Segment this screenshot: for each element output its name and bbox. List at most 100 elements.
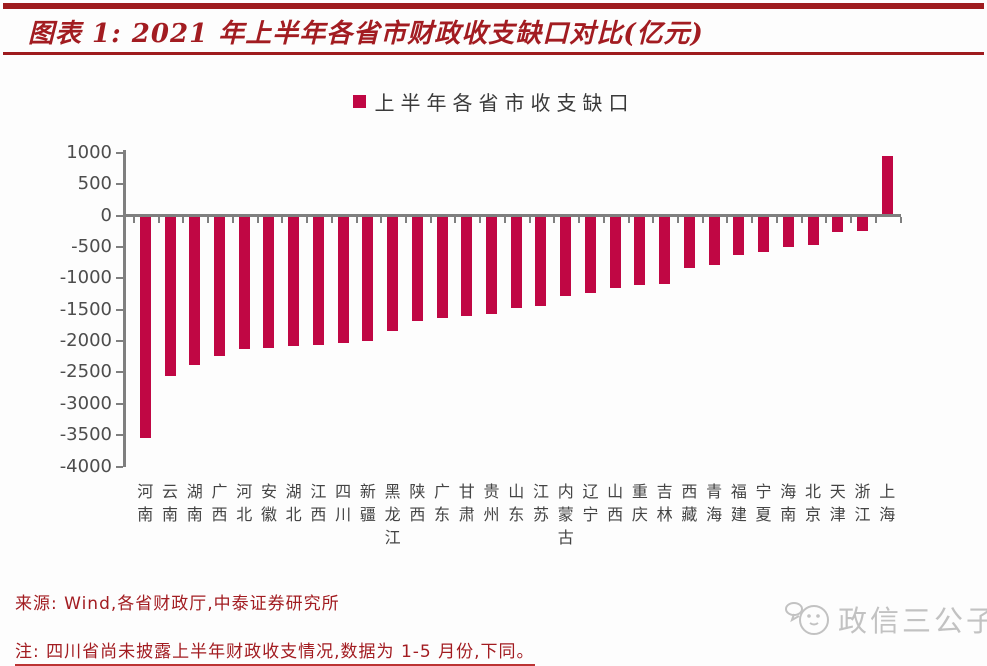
x-tick-label: 山西 [604, 483, 624, 529]
y-tick-label: -3000 [59, 392, 112, 414]
x-tick-label: 河北 [233, 483, 253, 529]
x-tick [454, 217, 457, 224]
y-tick-label: -1500 [59, 298, 112, 320]
watermark: 政信三公子 [784, 596, 987, 642]
x-tick [652, 217, 655, 224]
y-tick [116, 402, 123, 405]
x-tick [553, 217, 556, 224]
plot-bar [683, 217, 695, 268]
x-tick-label: 重庆 [628, 483, 648, 529]
x-tick [404, 217, 407, 224]
x-tick-label: 山东 [505, 483, 525, 529]
x-tick-label: 贵州 [480, 483, 500, 529]
x-tick-label: 广东 [431, 483, 451, 529]
x-tick [479, 217, 482, 224]
x-tick [899, 217, 902, 224]
x-tick-label: 辽宁 [579, 483, 599, 529]
x-tick [281, 217, 284, 224]
chart-title: 图表 1: 2021 年上半年各省市财政收支缺口对比(亿元) [28, 19, 704, 49]
plot-bar [535, 217, 547, 307]
x-tick [503, 217, 506, 224]
legend-marker-icon [352, 95, 366, 108]
y-tick-label: -3500 [59, 424, 112, 446]
x-tick-label: 湖北 [282, 483, 302, 529]
legend: 上半年各省市收支缺口 [0, 87, 987, 116]
x-tick [528, 217, 531, 224]
plot-bar [139, 217, 151, 438]
plot-bar [288, 217, 300, 346]
plot-bar [337, 217, 349, 343]
x-tick-label: 安徽 [257, 483, 277, 529]
x-tick [701, 217, 704, 224]
plot-bar [312, 217, 324, 346]
x-tick [775, 217, 778, 224]
x-tick-label: 上海 [876, 483, 896, 529]
x-tick-label: 江苏 [529, 483, 549, 529]
plot-bar [881, 155, 893, 215]
x-tick [306, 217, 309, 224]
plot-bar [584, 217, 596, 294]
x-tick [355, 217, 358, 224]
plot-bar [213, 217, 225, 357]
x-tick-label: 甘肃 [455, 483, 475, 529]
x-tick [825, 217, 828, 224]
y-tick-label: -1000 [59, 267, 112, 289]
x-tick-label: 宁夏 [752, 483, 772, 529]
plot-bar [164, 217, 176, 376]
x-tick-label: 西藏 [678, 483, 698, 529]
y-tick-label: -4000 [59, 455, 112, 477]
x-tick-label: 云南 [159, 483, 179, 529]
x-tick-label: 浙江 [851, 483, 871, 529]
y-tick [116, 371, 123, 374]
legend-label: 上半年各省市收支缺口 [374, 91, 635, 115]
y-tick-label: 1000 [66, 142, 112, 163]
x-tick [800, 217, 803, 224]
y-tick [116, 308, 123, 311]
y-tick-label: -2500 [59, 361, 112, 383]
plot-bar [856, 217, 868, 231]
x-tick [874, 217, 877, 224]
plot-bar [659, 217, 671, 285]
x-tick-label: 吉林 [653, 483, 673, 529]
plot-bar [634, 217, 646, 285]
top-rule [3, 3, 984, 9]
plot-bar [411, 217, 423, 322]
y-tick-label: -500 [71, 236, 112, 258]
plot-bar [263, 217, 275, 348]
plot-bar [609, 217, 621, 289]
plot-bar [560, 217, 572, 297]
x-tick [850, 217, 853, 224]
x-tick-label: 陕西 [406, 483, 426, 529]
plot-bar [782, 217, 794, 247]
plot-bar [189, 217, 201, 365]
x-tick-label: 湖南 [183, 483, 203, 529]
x-tick [429, 217, 432, 224]
source-text: 来源: Wind,各省财政厅,中泰证券研究所 [15, 594, 340, 614]
plot-bar [807, 217, 819, 246]
y-tick [116, 246, 123, 249]
plot-bar [238, 217, 250, 349]
y-tick-label: 0 [100, 204, 112, 226]
x-tick [256, 217, 259, 224]
x-tick-label: 天津 [826, 483, 846, 529]
plot-bar [362, 217, 374, 341]
x-tick-label: 北京 [802, 483, 821, 529]
y-tick-label: 500 [77, 173, 112, 195]
y-tick [116, 340, 123, 343]
x-tick-label: 新疆 [356, 483, 376, 529]
x-tick [132, 217, 135, 224]
plot-bar [708, 217, 720, 266]
x-tick-label: 黑龙江 [381, 483, 401, 552]
x-tick [726, 217, 729, 224]
x-tick [676, 217, 679, 224]
y-tick [116, 152, 123, 154]
x-tick-label: 四川 [332, 483, 352, 529]
y-tick [116, 434, 123, 437]
y-tick [116, 214, 123, 217]
y-tick [116, 465, 123, 468]
y-tick-label: -2000 [59, 330, 112, 352]
x-tick [157, 217, 160, 224]
x-tick [380, 217, 383, 224]
plot-bar [733, 217, 745, 256]
x-tick [627, 217, 630, 224]
